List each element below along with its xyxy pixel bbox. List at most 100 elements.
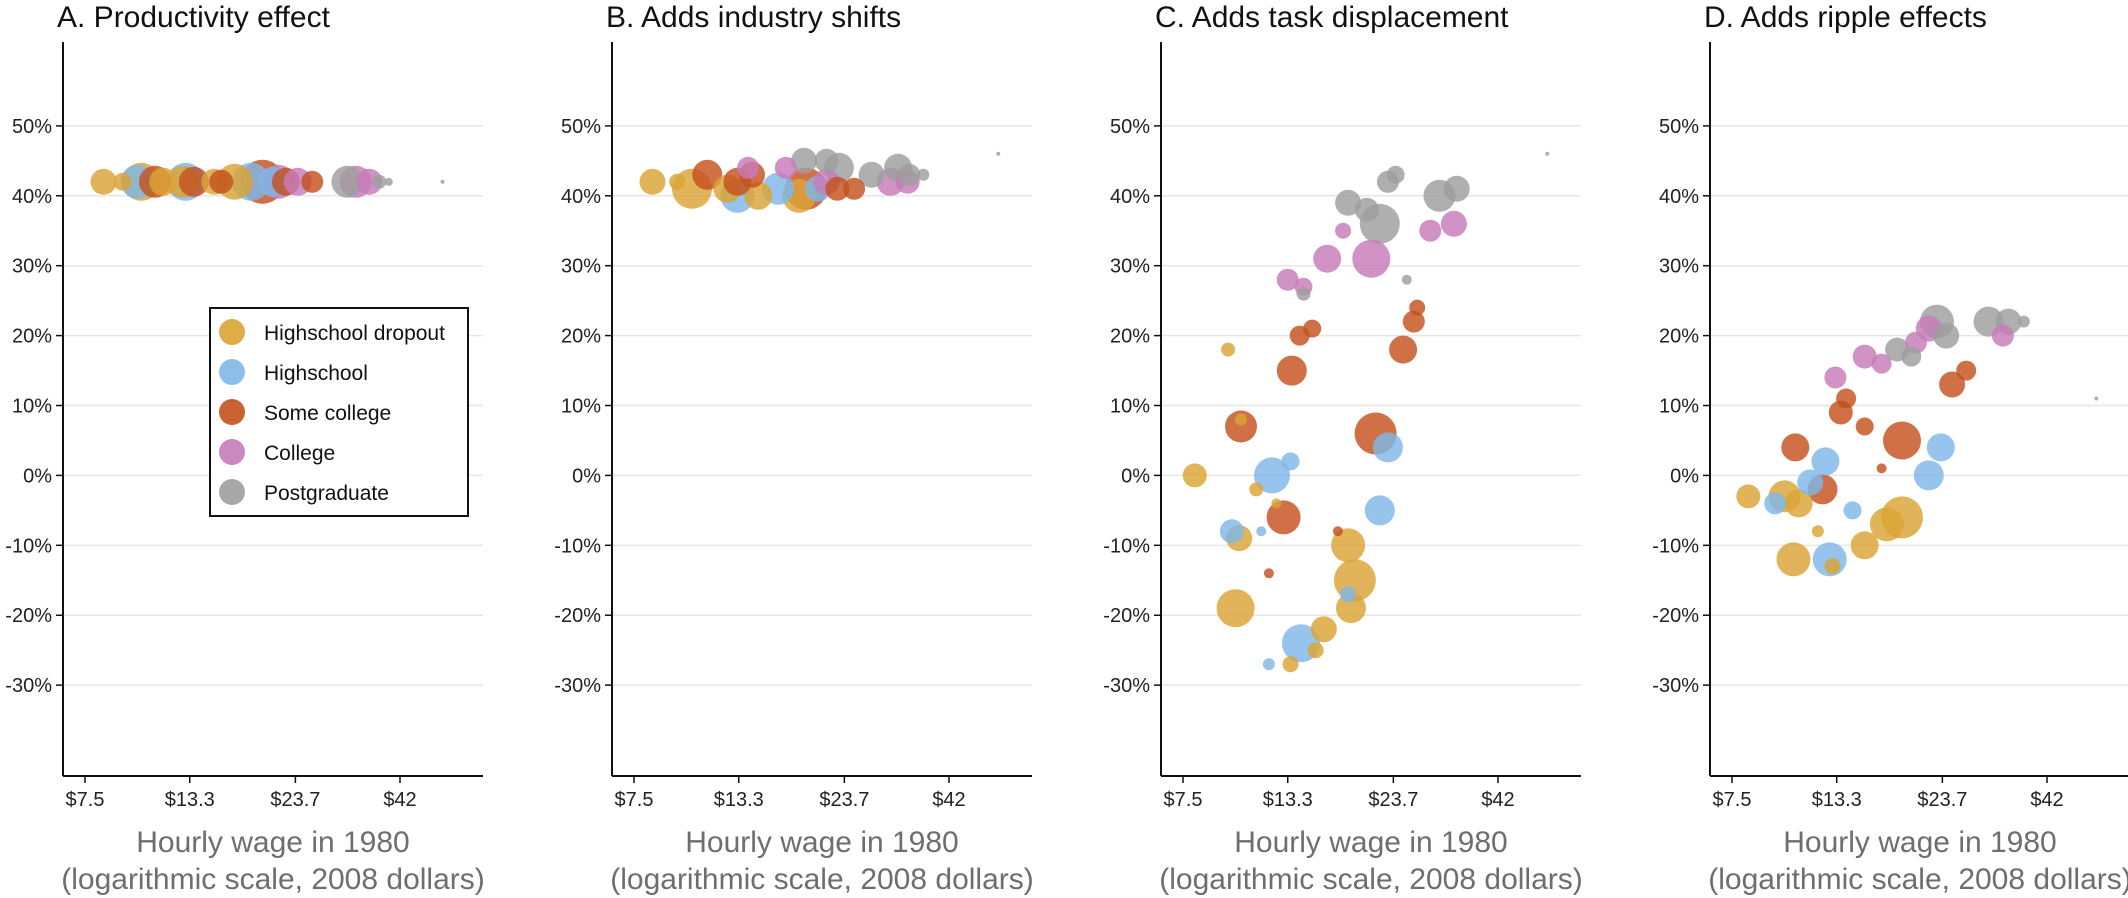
x-tick-label: $13.3: [1263, 789, 1313, 811]
point-highschool-dropout: [1271, 498, 1282, 509]
point-some-college: [1409, 299, 1426, 316]
point-some-college: [209, 169, 234, 194]
legend-item-some-college: Some college: [219, 399, 391, 425]
point-highschool: [1926, 433, 1955, 462]
point-postgraduate: [814, 148, 839, 173]
point-postgraduate: [2017, 315, 2030, 328]
legend-item-postgraduate: Postgraduate: [219, 479, 389, 505]
point-some-college: [301, 170, 324, 193]
legend-item-highschool-dropout: Highschool dropout: [219, 319, 445, 345]
y-tick-label: 40%: [1659, 186, 1699, 208]
point-some-college: [825, 176, 850, 201]
y-tick-label: 20%: [1659, 326, 1699, 348]
point-some-college: [1225, 410, 1257, 443]
point-postgraduate: [384, 177, 393, 186]
x-tick-label: $23.7: [819, 789, 869, 811]
legend: Highschool dropout Highschool Some college…: [209, 307, 469, 517]
x-axis-subtitle: (logarithmic scale, 2008 dollars): [61, 863, 485, 896]
y-tick-label: 30%: [561, 256, 601, 278]
y-tick-label: -10%: [1652, 535, 1699, 557]
point-postgraduate: [996, 151, 1001, 156]
y-tick-label: 0%: [1121, 465, 1150, 487]
panel-title: C. Adds task displacement: [1155, 1, 1509, 34]
point-highschool-dropout: [1331, 528, 1366, 563]
legend-marker: [219, 399, 245, 425]
panel-title: B. Adds industry shifts: [606, 1, 901, 34]
point-postgraduate: [372, 174, 387, 189]
point-highschool-dropout: [1869, 507, 1904, 542]
x-tick-label: $13.3: [714, 789, 764, 811]
point-some-college: [1939, 371, 1966, 398]
y-tick-label: -20%: [1103, 605, 1150, 627]
point-some-college: [1855, 417, 1874, 436]
point-highschool-dropout: [149, 167, 178, 196]
x-axis-title: Hourly wage in 1980: [685, 826, 959, 859]
y-tick-label: -20%: [1652, 605, 1699, 627]
point-some-college: [1263, 568, 1274, 579]
point-postgraduate: [1296, 286, 1311, 301]
point-highschool: [1340, 586, 1357, 603]
point-postgraduate: [1901, 346, 1922, 367]
y-tick-label: -30%: [1652, 675, 1699, 697]
point-some-college: [1389, 335, 1418, 364]
point-highschool-dropout: [1235, 413, 1247, 426]
x-tick-label: $7.5: [1164, 789, 1203, 811]
point-highschool-dropout: [744, 181, 773, 210]
y-tick-label: -10%: [1103, 535, 1150, 557]
y-tick-label: 40%: [12, 186, 52, 208]
y-tick-label: 0%: [572, 465, 601, 487]
point-highschool: [1797, 469, 1824, 496]
point-highschool: [1843, 501, 1862, 520]
point-postgraduate: [440, 179, 445, 184]
y-tick-label: 0%: [23, 465, 52, 487]
legend-box: [209, 307, 469, 517]
point-some-college: [1781, 433, 1810, 462]
point-postgraduate: [917, 168, 930, 181]
legend-label: Some college: [264, 402, 391, 425]
legend-marker: [219, 319, 245, 345]
point-highschool-dropout: [1221, 342, 1236, 357]
point-postgraduate: [1443, 175, 1470, 202]
legend-marker: [219, 479, 245, 505]
point-college: [1852, 344, 1877, 369]
x-axis-title: Hourly wage in 1980: [136, 826, 410, 859]
point-highschool: [1913, 460, 1944, 491]
point-college: [1824, 366, 1847, 389]
y-tick-label: -10%: [5, 535, 52, 557]
point-college: [1335, 222, 1352, 239]
point-postgraduate: [1354, 197, 1379, 222]
point-some-college: [1836, 388, 1857, 409]
x-axis-subtitle: (logarithmic scale, 2008 dollars): [610, 863, 1034, 896]
x-tick-label: $23.7: [1368, 789, 1418, 811]
x-axis-title: Hourly wage in 1980: [1783, 826, 2057, 859]
point-highschool: [1254, 457, 1290, 494]
point-college: [1440, 210, 1467, 237]
legend-label: College: [264, 442, 335, 465]
x-tick-label: $7.5: [66, 789, 105, 811]
panel-title: D. Adds ripple effects: [1704, 1, 1987, 34]
x-tick-label: $23.7: [270, 789, 320, 811]
y-tick-label: 30%: [1659, 256, 1699, 278]
x-axis-title: Hourly wage in 1980: [1234, 826, 1508, 859]
panel-4: D. Adds ripple effects 50% 40% 30% 20% 10% 0% -…: [1652, 1, 2128, 896]
point-highschool-dropout: [1307, 642, 1324, 659]
point-highschool-dropout: [669, 173, 686, 190]
point-college: [1352, 239, 1391, 278]
point-some-college: [1276, 355, 1307, 386]
point-postgraduate: [1386, 165, 1405, 184]
point-college: [356, 168, 383, 195]
y-tick-label: 20%: [561, 326, 601, 348]
point-highschool-dropout: [1824, 558, 1841, 575]
y-tick-label: 10%: [12, 396, 52, 418]
point-highschool-dropout: [1736, 484, 1761, 509]
legend-marker: [219, 439, 245, 465]
y-tick-label: 10%: [1659, 396, 1699, 418]
x-tick-label: $7.5: [1713, 789, 1752, 811]
point-college: [1276, 268, 1299, 291]
x-axis-subtitle: (logarithmic scale, 2008 dollars): [1159, 863, 1583, 896]
point-some-college: [843, 177, 866, 200]
y-tick-label: 10%: [1110, 396, 1150, 418]
point-postgraduate: [858, 161, 885, 188]
y-tick-label: 50%: [1110, 116, 1150, 138]
